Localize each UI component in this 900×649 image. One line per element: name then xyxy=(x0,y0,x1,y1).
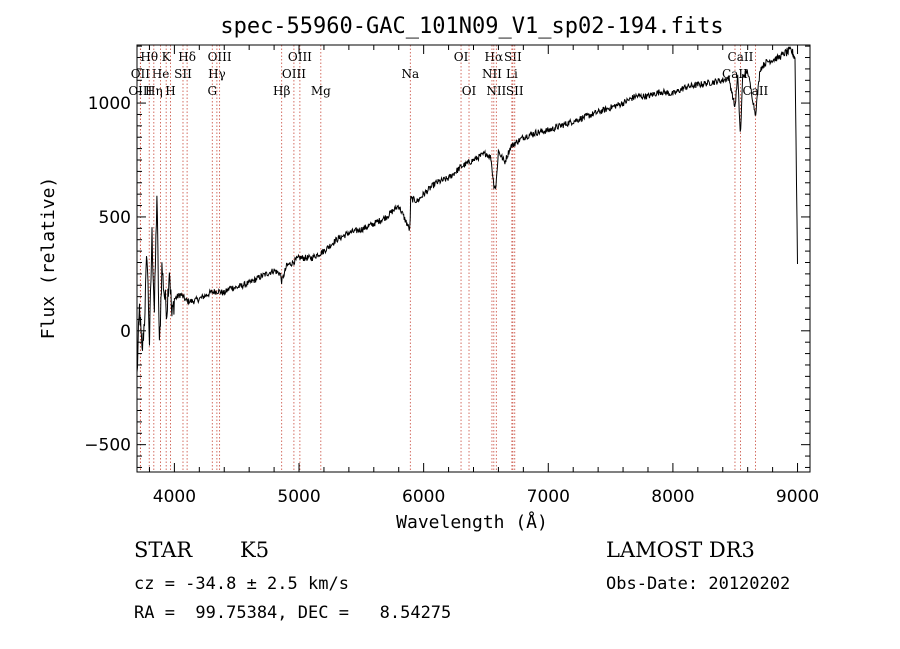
spectral-line-label: CaII xyxy=(728,50,754,64)
spectral-line-label: CaII xyxy=(722,67,748,81)
object-subclass: K5 xyxy=(240,538,270,562)
spectral-line-label: SII xyxy=(506,84,524,98)
spectral-line-label: SII xyxy=(504,50,522,64)
redshift-cz: cz = -34.8 ± 2.5 km/s xyxy=(134,574,349,594)
spectral-line-label: OIII xyxy=(128,84,152,98)
spectral-line-label: Mg xyxy=(311,84,331,98)
y-tick-label: 0 xyxy=(120,322,131,342)
spectral-line-label: OIII xyxy=(282,67,306,81)
spectral-line-label: H xyxy=(165,84,175,98)
survey-name: LAMOST DR3 xyxy=(606,538,755,562)
x-tick-label: 7000 xyxy=(527,487,570,507)
spectral-line-label: Hδ xyxy=(178,50,196,64)
x-tick-label: 5000 xyxy=(277,487,320,507)
chart-title: spec-55960-GAC_101N09_V1_sp02-194.fits xyxy=(220,14,723,39)
object-class: STAR xyxy=(134,538,193,562)
observation-date: Obs-Date: 20120202 xyxy=(606,574,791,594)
y-axis-label: Flux (relative) xyxy=(38,177,59,340)
spectral-line-label: OI xyxy=(454,50,469,64)
spectral-line-label: K xyxy=(162,50,172,64)
x-tick-label: 4000 xyxy=(153,487,196,507)
spectral-line-label: CaII xyxy=(742,84,768,98)
spectral-line-label: Hη xyxy=(145,84,163,98)
spectral-line-label: NII xyxy=(486,84,506,98)
x-tick-label: 6000 xyxy=(402,487,445,507)
spectral-line-label: SII xyxy=(174,67,192,81)
x-tick-label: 9000 xyxy=(776,487,819,507)
spectral-line-label: He xyxy=(152,67,170,81)
ra-dec-coordinates: RA = 99.75384, DEC = 8.54275 xyxy=(134,603,452,623)
spectral-line-label: OIII xyxy=(288,50,312,64)
spectral-line-label: Hγ xyxy=(208,67,226,81)
spectral-line-label: NII xyxy=(482,67,502,81)
spectral-line-label: Hθ xyxy=(140,50,158,64)
spectral-line-label: Hα xyxy=(485,50,504,64)
spectral-line-label: Na xyxy=(401,67,419,81)
y-tick-label: 1000 xyxy=(88,94,131,114)
plot-frame xyxy=(136,44,811,473)
spectral-line-label: OIII xyxy=(208,50,232,64)
spectral-line-label: Li xyxy=(506,67,518,81)
y-tick-label: 500 xyxy=(99,208,131,228)
axis-ticks: 4000 5000 6000 7000 8000 9000 −500 0 500 1000 xyxy=(84,45,819,507)
spectrum-chart: spec-55960-GAC_101N09_V1_sp02-194.fits H… xyxy=(38,14,819,533)
spectrum-series-line xyxy=(136,46,798,373)
spectral-line-label: OI xyxy=(462,84,477,98)
x-axis-label: Wavelength (Å) xyxy=(396,511,548,533)
spectral-line-label: Hβ xyxy=(273,84,290,98)
spectral-line-label: G xyxy=(207,84,217,98)
y-tick-label: −500 xyxy=(84,436,131,456)
x-tick-label: 8000 xyxy=(651,487,694,507)
